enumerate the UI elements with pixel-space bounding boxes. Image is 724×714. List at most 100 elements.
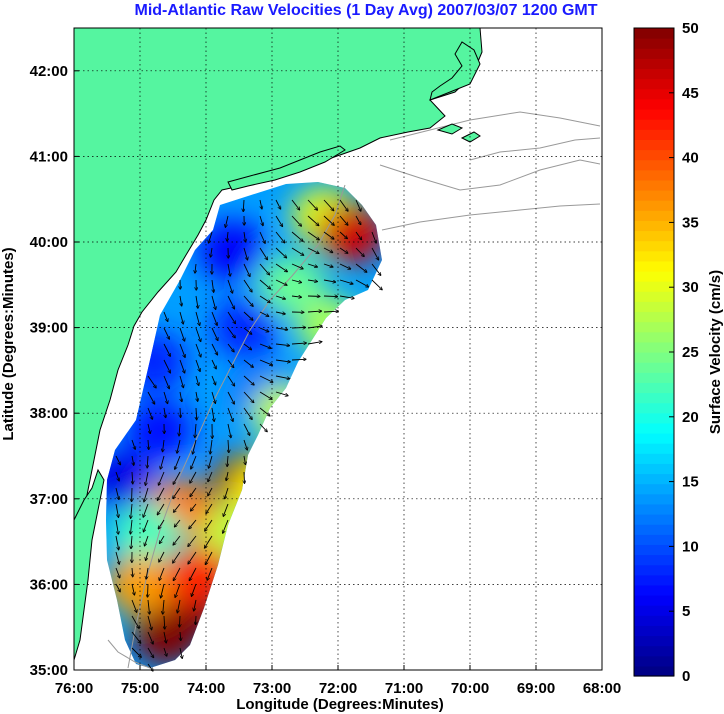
velocity-vector [131, 631, 141, 643]
colorbar-segment [634, 38, 674, 49]
colorbar-segment [634, 574, 674, 586]
colorbar-segment [634, 28, 674, 39]
velocity-vector [145, 535, 149, 546]
velocity-vector [307, 199, 317, 210]
x-tick-label: 73:00 [253, 680, 291, 697]
colorbar-segment [634, 291, 674, 302]
velocity-vector [275, 391, 288, 396]
velocity-vector [275, 247, 286, 258]
colorbar-segment [634, 159, 674, 171]
colorbar-label: Surface Velocity (cm/s) [707, 270, 724, 434]
velocity-vector [144, 519, 149, 531]
velocity-vector [211, 327, 218, 340]
velocity-vector [132, 455, 134, 465]
velocity-vector [339, 263, 350, 269]
velocity-vector [208, 487, 213, 495]
bathymetry-contours [107, 111, 601, 669]
x-tick-label: 70:00 [451, 680, 489, 697]
velocity-vector [275, 311, 285, 314]
colorbar-segment [634, 402, 674, 414]
velocity-vector [179, 343, 185, 357]
velocity-vector [307, 231, 319, 240]
y-axis-label: Latitude (Degrees:Minutes) [0, 247, 17, 440]
velocity-vector [147, 647, 153, 657]
velocity-vector [163, 599, 164, 614]
velocity-vector [174, 503, 181, 512]
velocity-vector [259, 327, 268, 332]
velocity-vector [189, 519, 197, 528]
velocity-vector [180, 295, 182, 306]
velocity-vector [291, 359, 306, 360]
colorbar-segment [634, 250, 674, 262]
velocity-vector [195, 311, 200, 325]
colorbar-segment [634, 230, 674, 242]
velocity-vector [355, 215, 361, 224]
colorbar-segment [634, 524, 674, 535]
velocity-vector [147, 375, 156, 388]
velocity-vector [163, 375, 169, 388]
y-tick-label: 38:00 [30, 405, 68, 422]
velocity-vector [291, 263, 303, 269]
velocity-vector [243, 247, 247, 260]
velocity-vector [307, 326, 322, 329]
velocity-vector [115, 471, 119, 481]
velocity-vector [147, 423, 150, 433]
velocity-vector [275, 375, 289, 379]
velocity-vector [226, 471, 228, 480]
velocity-vector [243, 439, 247, 450]
colorbar-segment [634, 58, 674, 70]
velocity-vector [243, 375, 254, 385]
velocity-vector [192, 583, 197, 596]
colorbar-segment [634, 433, 674, 444]
velocity-vector [243, 311, 253, 320]
land-outer-banks [74, 468, 105, 661]
velocity-vector [190, 487, 197, 496]
velocity-vector [144, 487, 149, 501]
velocity-vector [190, 567, 197, 580]
velocity-vector [339, 215, 348, 225]
velocity-vector [147, 391, 154, 404]
velocity-vector [243, 279, 252, 292]
colorbar-segment [634, 544, 674, 556]
velocity-vector [323, 263, 333, 267]
x-axis-label: Longitude (Degrees:Minutes) [236, 696, 444, 713]
velocity-vector [173, 535, 181, 545]
colorbar-segment [634, 382, 674, 394]
y-tick-label: 36:00 [30, 576, 68, 593]
y-tick-label: 41:00 [30, 148, 68, 165]
velocity-vector [195, 343, 201, 357]
bathymetry-contour-georges [379, 159, 601, 191]
velocity-vector [225, 215, 229, 227]
velocity-vector [371, 263, 381, 275]
colorbar-tick-label: 30 [682, 279, 699, 296]
velocity-vector [179, 423, 180, 435]
colorbar-segment [634, 98, 674, 110]
velocity-vector [223, 519, 229, 533]
velocity-vector [146, 551, 149, 560]
velocity-vector [206, 503, 213, 513]
velocity-vector [209, 455, 213, 468]
velocity-vector [227, 327, 235, 337]
velocity-vector [131, 583, 134, 595]
velocity-vector [179, 647, 182, 658]
velocity-vector [244, 455, 245, 464]
colorbar-segment [634, 341, 674, 353]
velocity-vector [339, 295, 354, 298]
colorbar-segment [634, 129, 674, 140]
y-tick-label: 40:00 [30, 234, 68, 251]
velocity-vector [225, 487, 229, 498]
velocity-vector [275, 328, 287, 330]
velocity-vector [371, 279, 382, 289]
velocity-vector [179, 615, 180, 627]
velocity-vector [177, 439, 181, 453]
velocity-vector [323, 311, 338, 312]
y-tick-label: 39:00 [30, 320, 68, 337]
colorbar-segment [634, 554, 674, 566]
velocity-vector [355, 199, 361, 211]
velocity-vector [115, 519, 118, 534]
x-tick-label: 68:00 [583, 680, 621, 697]
velocity-vector [163, 311, 168, 321]
velocity-vector [180, 391, 182, 401]
velocity-vector [180, 631, 181, 640]
